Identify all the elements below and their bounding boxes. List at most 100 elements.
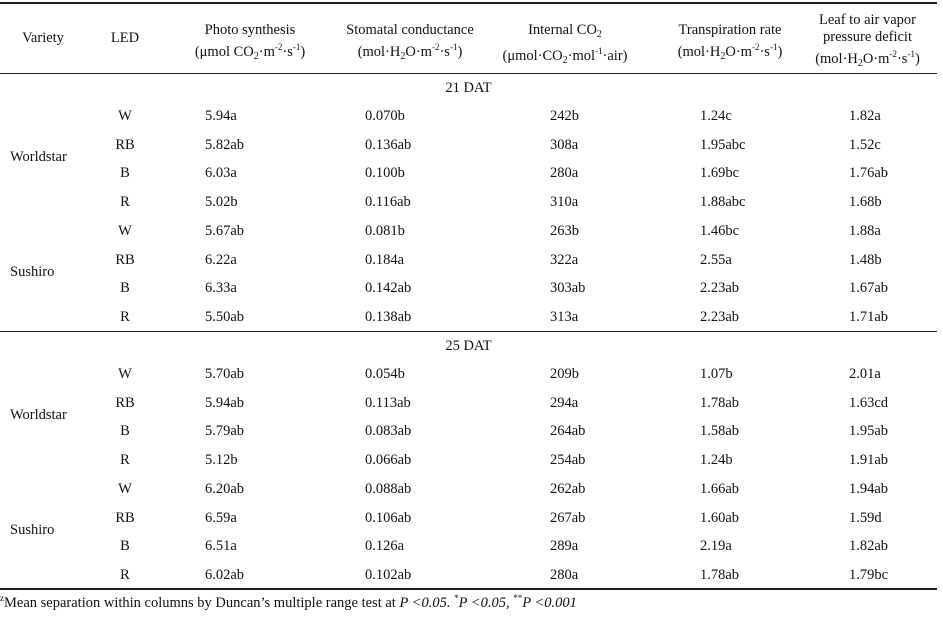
photosynthesis-cell: 5.02b [205,194,238,211]
transpiration-rate-cell: 2.55a [700,251,732,268]
stomatal-conductance-cell: 0.088ab [365,480,412,497]
variety-label: Worldstar [10,149,67,166]
header-bottom-rule [0,73,937,74]
transpiration-rate-cell: 2.23ab [700,280,740,297]
photosynthesis-cell: 6.33a [205,280,237,297]
stomatal-conductance-cell: 0.184a [365,251,405,268]
table-row: RB 6.59a 0.106ab 267ab 1.60ab 1.59d [0,504,937,533]
header-internal-co2: Internal CO2 (μmol·CO2·mol-1·air) [502,22,628,66]
transpiration-rate-cell: 2.19a [700,538,732,555]
transpiration-rate-cell: 1.66ab [700,480,740,497]
stomatal-conductance-cell: 0.081b [365,222,405,239]
led-cell: W [118,480,132,497]
table-top-rule [0,2,937,4]
led-cell: R [120,194,130,211]
photosynthesis-cell: 5.79ab [205,423,245,440]
section-divider-rule [0,331,937,332]
led-cell: B [120,423,130,440]
internal-co2-cell: 313a [550,308,579,325]
vpd-cell: 1.48b [849,251,882,268]
led-cell: R [120,566,130,583]
section-label: 25 DAT [445,338,492,354]
vpd-cell: 1.63cd [849,394,889,411]
vpd-cell: 1.52c [849,136,881,153]
stomatal-conductance-cell: 0.102ab [365,566,412,583]
stomatal-conductance-cell: 0.083ab [365,423,412,440]
stomatal-conductance-cell: 0.070b [365,108,405,124]
transpiration-rate-cell: 1.60ab [700,509,740,526]
transpiration-rate-cell: 1.69bc [700,165,740,182]
led-cell: B [120,165,130,182]
photosynthesis-cell: 6.03a [205,165,237,182]
transpiration-rate-cell: 1.95abc [700,136,746,153]
internal-co2-cell: 280a [550,566,579,583]
stomatal-conductance-cell: 0.142ab [365,280,412,297]
internal-co2-cell: 267ab [550,509,586,526]
transpiration-rate-cell: 1.07b [700,366,733,382]
stomatal-conductance-cell: 0.138ab [365,308,412,325]
photosynthesis-cell: 6.59a [205,509,237,526]
internal-co2-cell: 280a [550,165,579,182]
internal-co2-cell: 264ab [550,423,586,440]
transpiration-rate-cell: 1.58ab [700,423,740,440]
photosynthesis-cell: 5.82ab [205,136,245,153]
led-cell: B [120,280,130,297]
table-row: R 5.12b 0.066ab 254ab 1.24b 1.91ab [0,446,937,475]
transpiration-rate-cell: 1.24b [700,452,733,469]
photosynthesis-cell: 5.94a [205,108,237,124]
vpd-cell: 1.95ab [849,423,889,440]
internal-co2-cell: 262ab [550,480,586,497]
led-cell: R [120,452,130,469]
photosynthesis-cell: 6.20ab [205,480,245,497]
led-cell: R [120,308,130,325]
transpiration-rate-cell: 1.46bc [700,222,740,239]
header-led: LED [110,30,140,46]
table-bottom-rule [0,588,937,590]
vpd-cell: 1.67ab [849,280,889,297]
led-cell: W [118,366,132,382]
transpiration-rate-cell: 1.88abc [700,194,746,211]
vpd-cell: 1.79bc [849,566,889,583]
table-row: B 6.03a 0.100b 280a 1.69bc 1.76ab [0,159,937,188]
stomatal-conductance-cell: 0.116ab [365,194,411,211]
stomatal-conductance-cell: 0.100b [365,165,405,182]
table-row: R 5.02b 0.116ab 310a 1.88abc 1.68b [0,188,937,217]
table-row: R 6.02ab 0.102ab 280a 1.78ab 1.79bc [0,561,937,590]
photosynthesis-cell: 6.22a [205,251,237,268]
stomatal-conductance-cell: 0.136ab [365,136,412,153]
vpd-cell: 2.01a [849,366,881,382]
variety-label: Sushiro [10,522,55,539]
led-cell: RB [115,251,135,268]
led-cell: RB [115,509,135,526]
stomatal-conductance-cell: 0.054b [365,366,405,382]
variety-label: Sushiro [10,264,55,281]
table-row: RB 5.94ab 0.113ab 294a 1.78ab 1.63cd [0,389,937,418]
table-row: W 5.70ab 0.054b 209b 1.07b 2.01a [0,360,937,389]
vpd-cell: 1.59d [849,509,882,526]
vpd-cell: 1.68b [849,194,882,211]
header-vpd: Leaf to air vapor pressure deficit (mol·… [815,12,920,69]
led-cell: RB [115,394,135,411]
internal-co2-cell: 209b [550,366,579,382]
photosynthesis-cell: 5.94ab [205,394,245,411]
header-variety: Variety [22,30,64,46]
photosynthesis-cell: 5.50ab [205,308,245,325]
table-row: B 6.51a 0.126a 289a 2.19a 1.82ab [0,532,937,561]
internal-co2-cell: 289a [550,538,579,555]
transpiration-rate-cell: 1.78ab [700,394,740,411]
led-cell: W [118,108,132,124]
internal-co2-cell: 322a [550,251,579,268]
table-row: W 6.20ab 0.088ab 262ab 1.66ab 1.94ab [0,475,937,504]
transpiration-rate-cell: 1.24c [700,108,732,124]
vpd-cell: 1.82a [849,108,881,124]
table-row: B 6.33a 0.142ab 303ab 2.23ab 1.67ab [0,274,937,303]
vpd-cell: 1.91ab [849,452,889,469]
internal-co2-cell: 303ab [550,280,586,297]
stomatal-conductance-cell: 0.113ab [365,394,411,411]
photosynthesis-cell: 6.02ab [205,566,245,583]
photosynthesis-cell: 6.51a [205,538,237,555]
stomatal-conductance-cell: 0.066ab [365,452,412,469]
internal-co2-cell: 242b [550,108,579,124]
photosynthesis-cell: 5.70ab [205,366,245,382]
led-cell: W [118,222,132,239]
